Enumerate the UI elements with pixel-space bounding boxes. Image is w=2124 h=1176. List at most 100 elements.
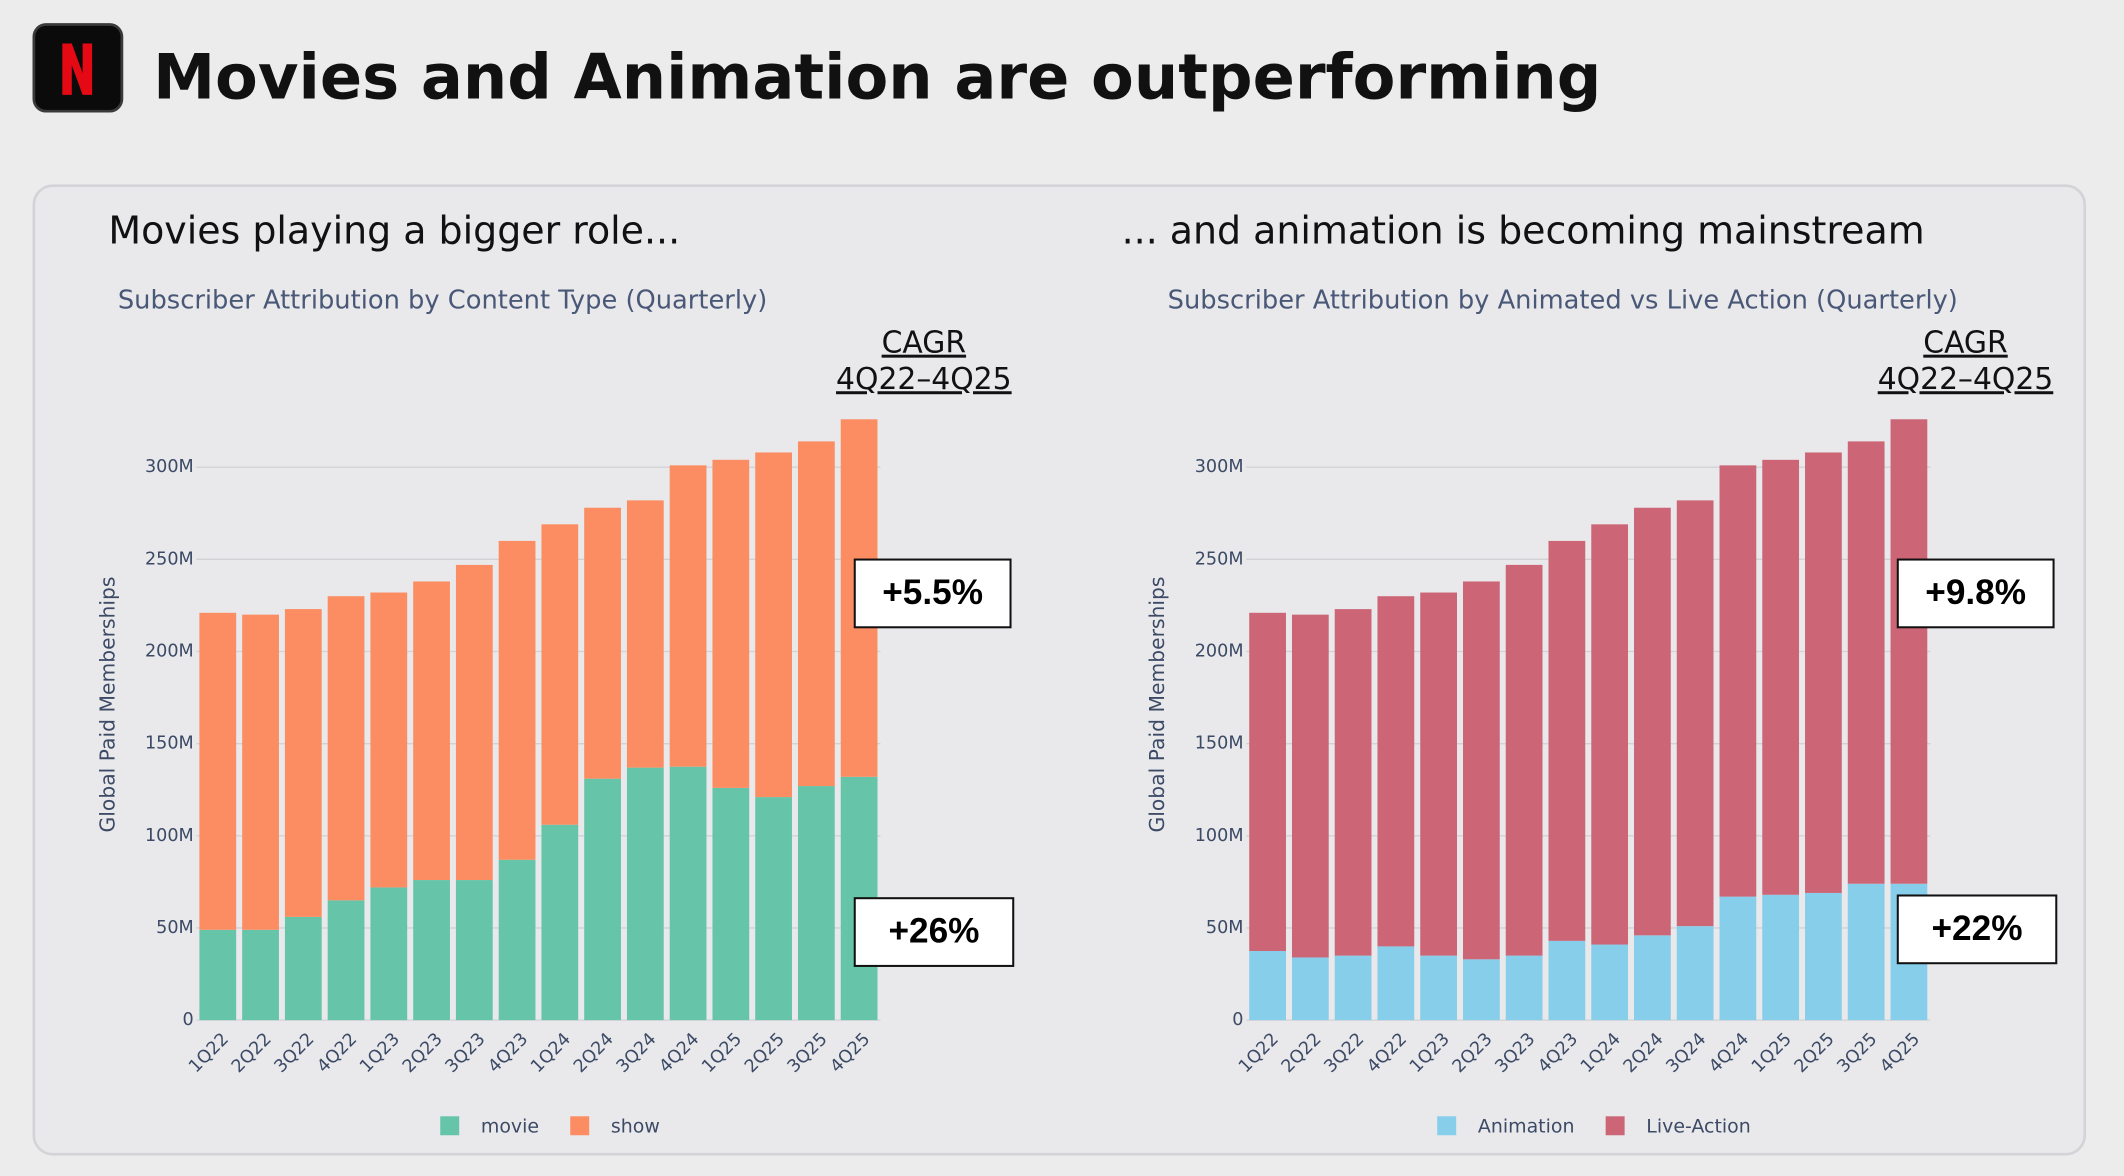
bar-segment (1805, 892, 1842, 1021)
bar-segment (242, 929, 279, 1021)
legend-label: show (611, 1116, 660, 1138)
cagr-box (1896, 894, 2058, 965)
bar-segment (1591, 944, 1629, 1021)
bar-segment (498, 540, 536, 860)
bar-segment (1634, 507, 1671, 936)
bar-segment (1420, 955, 1458, 1021)
legend-label: Animation (1478, 1116, 1575, 1138)
y-axis-title: Global Paid Memberships (95, 577, 119, 833)
y-tick-label: 150M (145, 734, 194, 754)
y-tick-label: 0 (1232, 1010, 1243, 1030)
legend-label: movie (481, 1116, 539, 1138)
bar-segment (1847, 441, 1885, 884)
chart-title: Subscriber Attribution by Animated vs Li… (1168, 285, 1958, 315)
bar-segment (1676, 926, 1714, 1021)
bar-segment (669, 766, 707, 1021)
bar-segment (1762, 459, 1800, 895)
bar-segment (1249, 950, 1286, 1021)
bar-segment (199, 929, 237, 1021)
bar-segment (370, 592, 408, 888)
bar-segment (1676, 500, 1714, 927)
bar-segment (755, 452, 792, 798)
cagr-value: +5.5% (882, 573, 983, 612)
bar-segment (626, 500, 664, 768)
bar-segment (1334, 609, 1372, 956)
page-title: Movies and Animation are outperforming (153, 40, 1601, 113)
bar-segment (327, 900, 365, 1021)
bar-segment (1591, 524, 1629, 945)
cagr-period: 4Q22–4Q25 (1878, 362, 2054, 397)
bar-segment (413, 581, 450, 881)
bar-segment (541, 524, 579, 825)
bar-segment (1420, 592, 1458, 956)
chart-title: Subscriber Attribution by Content Type (… (118, 285, 767, 315)
y-tick-label: 50M (1206, 918, 1244, 938)
bar-segment (1377, 946, 1415, 1021)
bar-segment (370, 887, 408, 1021)
bar-segment (1462, 581, 1500, 960)
y-tick-label: 200M (1195, 642, 1244, 662)
bar-segment (797, 441, 835, 787)
cagr-box (853, 558, 1012, 629)
bar-segment (455, 564, 493, 881)
bar-segment (1291, 957, 1329, 1021)
bar-segment (712, 787, 750, 1021)
bar-segment (1334, 955, 1372, 1021)
bar-segment (199, 612, 237, 930)
legend-swatch (440, 1116, 460, 1136)
bar-segment (284, 916, 322, 1021)
cagr-value: +22% (1932, 909, 2023, 948)
y-tick-label: 0 (183, 1010, 194, 1030)
bar-segment (413, 880, 450, 1021)
bar-segment (1847, 883, 1885, 1021)
y-tick-label: 150M (1195, 734, 1244, 754)
bar-segment (712, 459, 750, 788)
bar-segment (1890, 419, 1928, 884)
bar-segment (1548, 940, 1586, 1021)
bar-segment (541, 824, 579, 1021)
y-tick-label: 100M (1195, 826, 1244, 846)
bar-segment (1462, 959, 1500, 1021)
bar-segment (1548, 540, 1586, 941)
bar-segment (584, 507, 621, 779)
bar-segment (498, 859, 536, 1021)
bar-segment (455, 880, 493, 1021)
y-axis-title: Global Paid Memberships (1145, 577, 1169, 833)
cagr-box (1896, 558, 2055, 629)
legend-swatch (1605, 1116, 1625, 1136)
bar-segment (1249, 612, 1286, 951)
cagr-value: +26% (888, 912, 979, 951)
legend-label: Live-Action (1646, 1116, 1750, 1138)
y-tick-label: 50M (156, 918, 194, 938)
y-tick-label: 250M (1195, 549, 1244, 569)
bar-segment (755, 797, 792, 1021)
bar-segment (1719, 896, 1757, 1021)
y-tick-label: 250M (145, 549, 194, 569)
bar-segment (1377, 596, 1415, 947)
cagr-value: +9.8% (1925, 573, 2026, 612)
bar-segment (1719, 465, 1757, 897)
y-tick-label: 100M (145, 826, 194, 846)
bar-segment (242, 614, 279, 930)
chart-heading: ... and animation is becoming mainstream (1122, 209, 1925, 253)
bar-segment (797, 786, 835, 1021)
chart-heading: Movies playing a bigger role... (108, 209, 680, 253)
bar-segment (1805, 452, 1842, 893)
y-tick-label: 300M (1195, 457, 1244, 477)
cagr-period: 4Q22–4Q25 (836, 362, 1012, 397)
bar-segment (1634, 935, 1671, 1021)
bar-segment (584, 778, 621, 1021)
bar-segment (284, 609, 322, 917)
bar-segment (1291, 614, 1329, 958)
legend-swatch (1437, 1116, 1457, 1136)
bar-segment (1505, 955, 1543, 1021)
bar-segment (327, 596, 365, 901)
cagr-title: CAGR (1923, 326, 2007, 361)
bar-segment (1762, 894, 1800, 1021)
bar-segment (1505, 564, 1543, 956)
legend-swatch (570, 1116, 590, 1136)
bar-segment (626, 767, 664, 1021)
cagr-title: CAGR (882, 326, 966, 361)
